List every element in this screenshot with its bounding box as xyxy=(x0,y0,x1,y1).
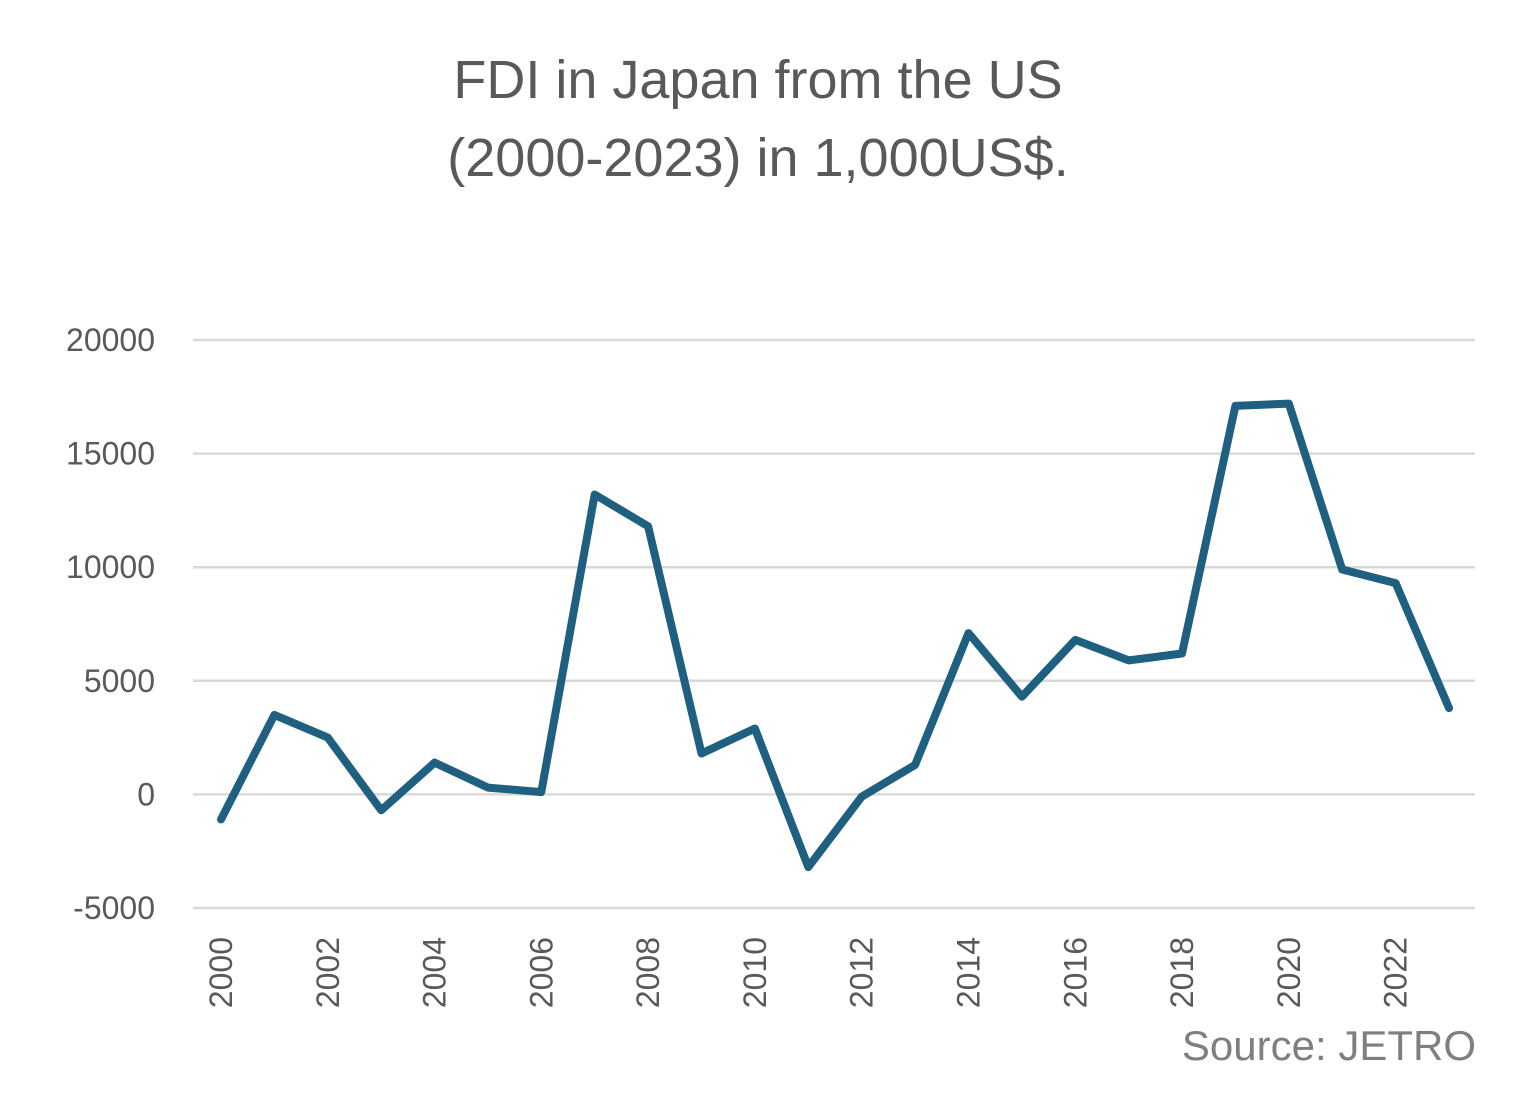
data-point-2006 xyxy=(540,791,542,793)
data-point-2013 xyxy=(914,764,916,766)
data-point-2023 xyxy=(1448,707,1450,709)
x-tick-label: 2010 xyxy=(737,937,773,1008)
series-layer xyxy=(217,399,1453,872)
x-tick-label: 2016 xyxy=(1057,937,1093,1008)
data-point-2007 xyxy=(594,493,596,495)
x-tick-label: 2020 xyxy=(1271,937,1307,1008)
x-tick-label: 2008 xyxy=(630,937,666,1008)
y-tick-label: 0 xyxy=(137,776,155,812)
chart-subtitle: (2000-2023) in 1,000US$. xyxy=(447,128,1068,188)
data-point-2016 xyxy=(1074,639,1076,641)
x-axis-tick-labels: 2000 2002 2004 2006 2008 2010 2012 2014 2016 2018… xyxy=(203,937,1414,1008)
data-point-2003 xyxy=(380,809,382,811)
data-point-2009 xyxy=(701,753,703,755)
data-point-2005 xyxy=(487,787,489,789)
data-point-2008 xyxy=(647,525,649,527)
y-axis-tick-labels: -5000 0 5000 10000 15000 20000 xyxy=(66,322,155,926)
data-point-2002 xyxy=(327,737,329,739)
data-point-2020 xyxy=(1288,403,1290,405)
data-point-2015 xyxy=(1021,696,1023,698)
data-point-2019 xyxy=(1234,405,1236,407)
data-point-2011 xyxy=(807,866,809,868)
x-tick-label: 2006 xyxy=(523,937,559,1008)
y-tick-label: 20000 xyxy=(66,322,155,358)
y-tick-label: 15000 xyxy=(66,436,155,472)
data-point-2017 xyxy=(1128,659,1130,661)
data-point-2001 xyxy=(273,714,275,716)
data-point-2004 xyxy=(434,762,436,764)
x-tick-label: 2000 xyxy=(203,937,239,1008)
x-tick-label: 2012 xyxy=(844,937,880,1008)
chart-title: FDI in Japan from the US xyxy=(453,50,1062,110)
data-point-2021 xyxy=(1341,568,1343,570)
data-point-2000 xyxy=(220,818,222,820)
gridlines xyxy=(193,338,1475,910)
data-point-2018 xyxy=(1181,653,1183,655)
x-tick-label: 2004 xyxy=(417,937,453,1008)
series-line-0 xyxy=(217,399,1453,872)
x-tick-label: 2022 xyxy=(1378,937,1414,1008)
data-point-2014 xyxy=(967,632,969,634)
x-tick-label: 2018 xyxy=(1164,937,1200,1008)
data-point-2012 xyxy=(861,796,863,798)
data-point-2022 xyxy=(1395,582,1397,584)
data-point-2010 xyxy=(754,728,756,730)
y-tick-label: 5000 xyxy=(84,663,155,699)
source-note: Source: JETRO xyxy=(1182,1022,1476,1069)
x-tick-label: 2002 xyxy=(310,937,346,1008)
y-tick-label: -5000 xyxy=(73,890,155,926)
x-tick-label: 2014 xyxy=(950,937,986,1008)
y-tick-label: 10000 xyxy=(66,549,155,585)
